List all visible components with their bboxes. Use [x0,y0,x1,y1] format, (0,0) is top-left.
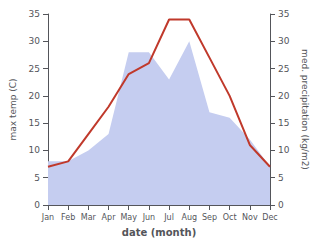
svg-text:35: 35 [29,9,40,19]
svg-text:5: 5 [278,173,284,183]
svg-text:Jun: Jun [142,213,156,222]
svg-text:15: 15 [29,118,40,128]
svg-text:med. precipitation (kg/m2): med. precipitation (kg/m2) [300,49,310,170]
svg-text:20: 20 [29,91,41,101]
svg-text:5: 5 [34,173,40,183]
svg-text:May: May [120,213,137,222]
svg-text:0: 0 [34,200,40,210]
svg-text:Dec: Dec [262,213,277,222]
svg-text:25: 25 [29,64,40,74]
svg-text:10: 10 [278,145,290,155]
svg-text:Jan: Jan [41,213,54,222]
svg-text:25: 25 [278,64,289,74]
svg-text:30: 30 [278,36,290,46]
svg-text:15: 15 [278,118,289,128]
svg-text:max temp (C): max temp (C) [8,78,18,140]
svg-text:10: 10 [29,145,41,155]
svg-text:Nov: Nov [242,213,258,222]
svg-text:30: 30 [29,36,41,46]
svg-text:Apr: Apr [102,213,117,222]
svg-text:Aug: Aug [181,213,197,222]
svg-text:35: 35 [278,9,289,19]
svg-text:0: 0 [278,200,284,210]
svg-text:Feb: Feb [61,213,75,222]
svg-text:Mar: Mar [81,213,97,222]
svg-text:Jul: Jul [163,213,174,222]
svg-text:Sep: Sep [202,213,217,222]
svg-text:20: 20 [278,91,290,101]
svg-text:Oct: Oct [223,213,237,222]
svg-text:date (month): date (month) [122,227,196,238]
